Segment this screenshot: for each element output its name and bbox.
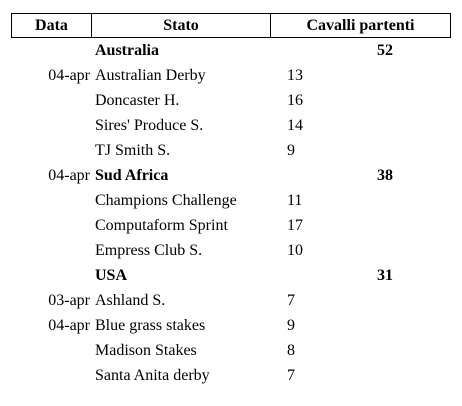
race-name: Doncaster H.	[95, 92, 180, 109]
row-horse-count: 7	[287, 292, 295, 309]
row-horse-count: 11	[287, 192, 303, 209]
table-row: Doncaster H. 16	[11, 88, 451, 113]
row-horse-count: 9	[287, 317, 295, 334]
race-name: Australian Derby	[95, 67, 206, 84]
row-horse-count: 7	[287, 367, 295, 384]
row-horse-count: 9	[287, 142, 295, 159]
group-name: Australia	[95, 42, 159, 59]
header-cavalli-partenti: Cavalli partenti	[306, 17, 415, 34]
race-name: Santa Anita derby	[95, 367, 210, 384]
table-row: Santa Anita derby 7	[11, 363, 451, 388]
row-date: 03-apr	[48, 292, 90, 309]
group-row: USA 31	[11, 263, 451, 288]
table-row: TJ Smith S. 9	[11, 138, 451, 163]
race-name: Madison Stakes	[95, 342, 197, 359]
group-total: 52	[377, 42, 393, 59]
race-name: Empress Club S.	[95, 242, 203, 259]
row-horse-count: 13	[287, 67, 303, 84]
group-name: Sud Africa	[95, 167, 169, 184]
race-name: TJ Smith S.	[95, 142, 171, 159]
header-date: Data	[12, 14, 92, 37]
table-body: Australia 52 04-apr Australian Derby 13 Donca…	[11, 38, 451, 388]
table-row: Madison Stakes 8	[11, 338, 451, 363]
table-header: Data Stato Cavalli partenti	[11, 13, 451, 38]
table-row: 04-apr Australian Derby 13	[11, 63, 451, 88]
races-table: Data Stato Cavalli partenti Australia 52 0…	[11, 13, 451, 388]
race-name: Ashland S.	[95, 292, 166, 309]
table-row: Empress Club S. 10	[11, 238, 451, 263]
race-name: Sires' Produce S.	[95, 117, 204, 134]
table-row: 04-apr Blue grass stakes 9	[11, 313, 451, 338]
group-row: Australia 52	[11, 38, 451, 63]
table-row: Sires' Produce S. 14	[11, 113, 451, 138]
row-horse-count: 8	[287, 342, 295, 359]
race-name: Computaform Sprint	[95, 217, 228, 234]
row-horse-count: 14	[287, 117, 303, 134]
row-horse-count: 17	[287, 217, 303, 234]
race-name: Champions Challenge	[95, 192, 237, 209]
row-date: 04-apr	[48, 167, 90, 184]
table-row: 03-apr Ashland S. 7	[11, 288, 451, 313]
table-row: Computaform Sprint 17	[11, 213, 451, 238]
row-horse-count: 10	[287, 242, 303, 259]
group-total: 38	[377, 167, 393, 184]
row-date: 04-apr	[48, 67, 90, 84]
header-stato: Stato	[92, 14, 271, 37]
row-date: 04-apr	[48, 317, 90, 334]
group-name: USA	[95, 267, 128, 284]
row-horse-count: 16	[287, 92, 303, 109]
group-total: 31	[377, 267, 393, 284]
race-name: Blue grass stakes	[95, 317, 206, 334]
table-row: Champions Challenge 11	[11, 188, 451, 213]
group-row: 04-apr Sud Africa 38	[11, 163, 451, 188]
